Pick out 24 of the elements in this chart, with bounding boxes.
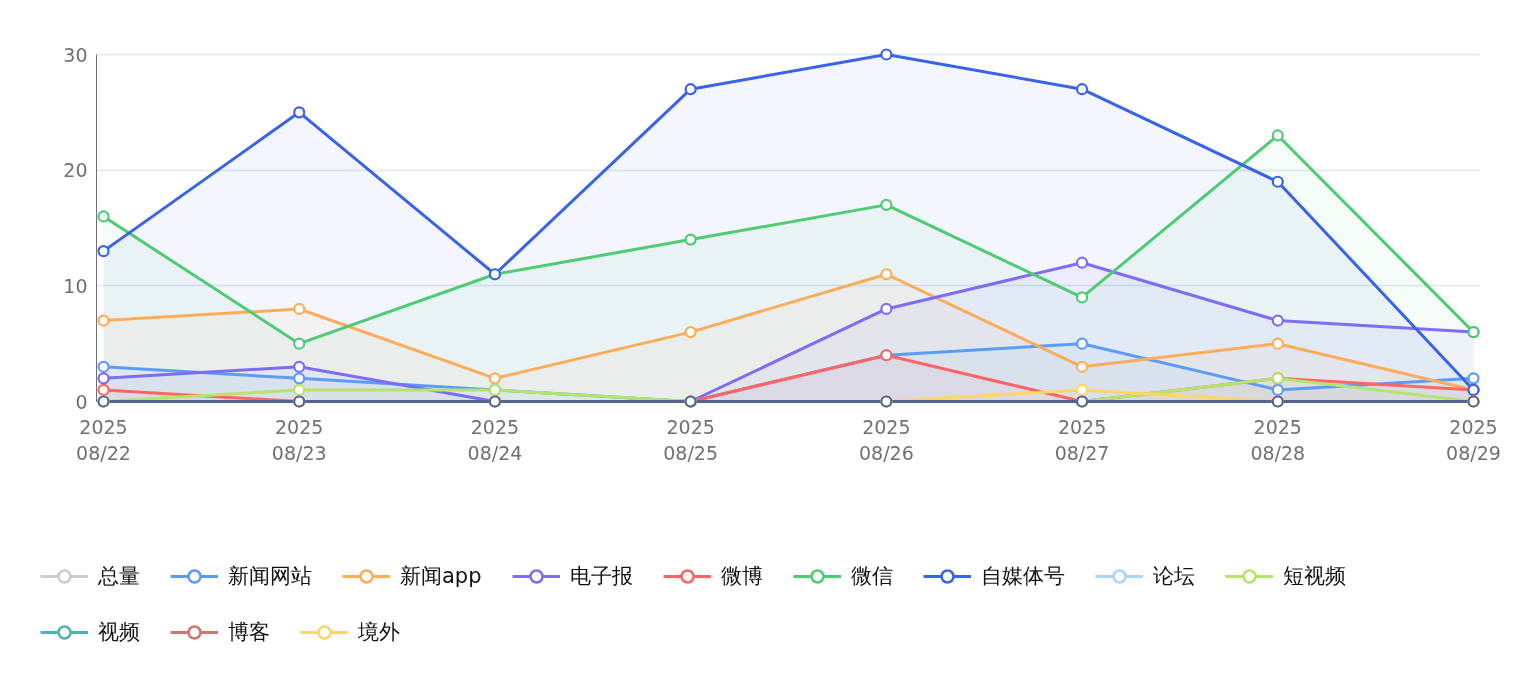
- legend-label: 境外: [358, 619, 400, 646]
- legend-label: 电子报: [569, 563, 633, 590]
- legend-label: 自媒体号: [980, 563, 1065, 590]
- legend-label: 论坛: [1152, 563, 1195, 590]
- y-tick-label: 0: [75, 390, 88, 413]
- legend-label: 总量: [98, 563, 140, 590]
- x-tick-label: 2025 08/24: [467, 415, 523, 464]
- x-tick-label: 2025 08/29: [1446, 415, 1501, 464]
- legend-label: 微博: [720, 563, 763, 590]
- legend-label: 新闻app: [400, 563, 482, 590]
- x-tick-label: 2025 08/28: [1250, 415, 1306, 464]
- y-tick-label: 30: [63, 43, 88, 66]
- legend-label: 微信: [850, 563, 893, 590]
- legend-label: 视频: [98, 619, 140, 646]
- x-tick-label: 2025 08/25: [663, 415, 719, 464]
- y-tick-label: 20: [63, 159, 88, 182]
- x-tick-label: 2025 08/27: [1054, 415, 1110, 464]
- x-tick-label: 2025 08/23: [271, 415, 327, 464]
- legend-label: 新闻网站: [228, 563, 312, 590]
- y-tick-label: 10: [63, 274, 88, 297]
- x-tick-label: 2025 08/26: [858, 415, 914, 464]
- legend-label: 博客: [228, 619, 270, 646]
- x-tick-label: 2025 08/22: [76, 415, 131, 464]
- legend-label: 短视频: [1282, 563, 1346, 590]
